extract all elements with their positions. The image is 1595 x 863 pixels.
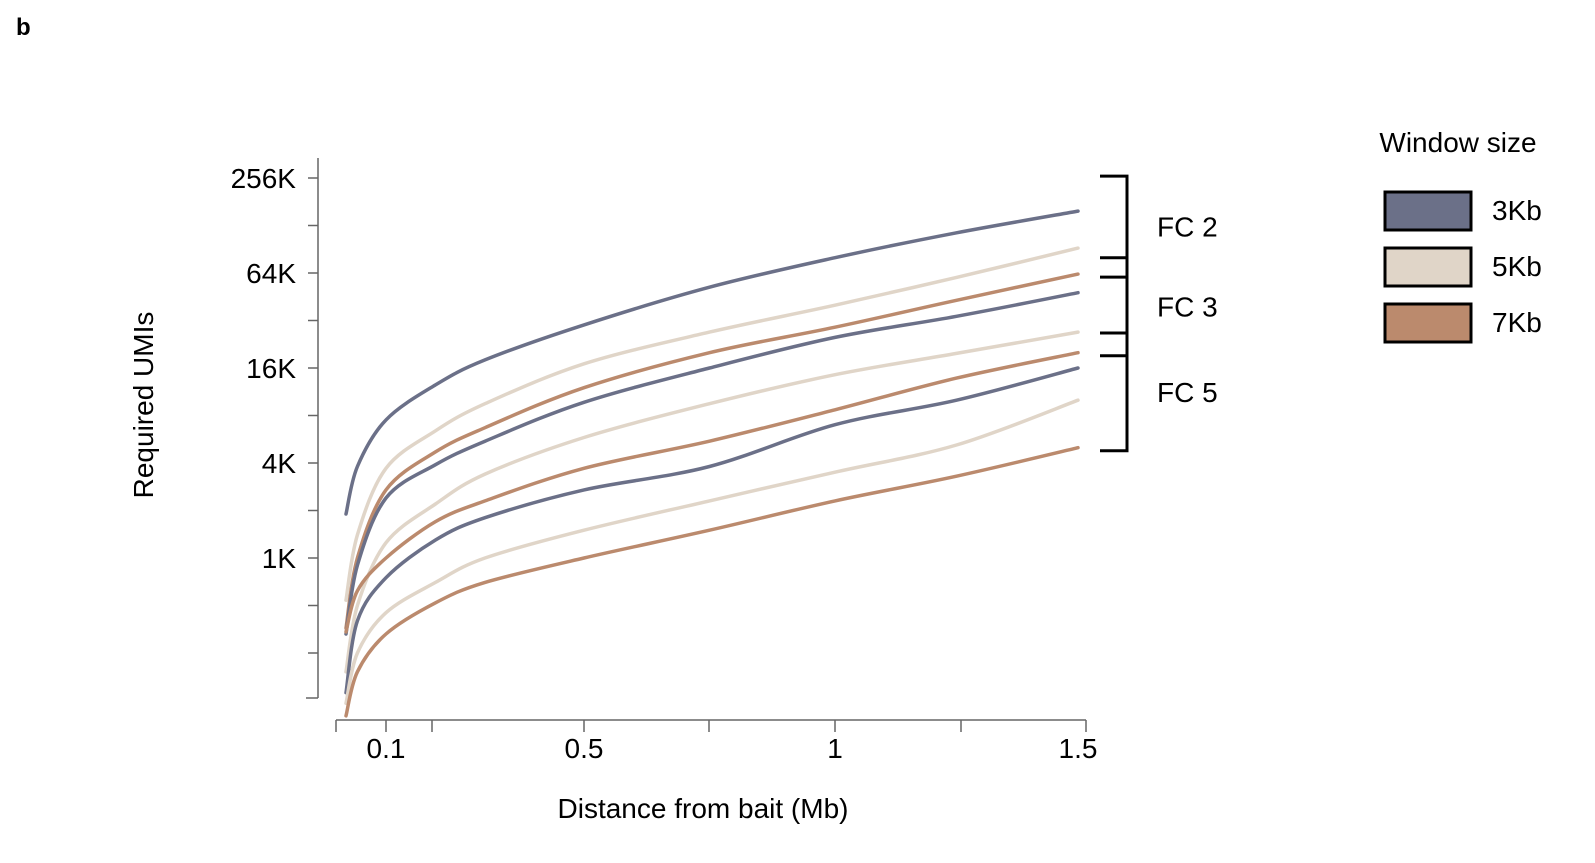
series-layer: [344, 209, 1080, 718]
series-line-fc3-3kb: [344, 290, 1080, 636]
series-line-fc5-3kb: [344, 366, 1080, 695]
series-line-fc3-7kb: [344, 350, 1080, 634]
series-line-fc2-3kb: [344, 209, 1080, 516]
series-line-fc3-5kb: [344, 330, 1080, 674]
y-axis-label: Required UMIs: [128, 312, 159, 499]
series-line-fc5-7kb: [344, 445, 1080, 718]
x-axis-label: Distance from bait (Mb): [558, 793, 849, 824]
bracket-fc3: [1100, 256, 1129, 358]
y-tick-label: 16K: [246, 353, 296, 384]
x-tick-label: 1: [827, 733, 843, 764]
x-tick-label: 1.5: [1059, 733, 1098, 764]
bracket-fc5: [1100, 331, 1129, 453]
legend-label-5kb: 5Kb: [1492, 251, 1542, 282]
y-tick-label: 1K: [262, 543, 297, 574]
group-label-fc5: FC 5: [1157, 377, 1218, 408]
legend-title: Window size: [1379, 127, 1536, 158]
bracket-fc2: [1100, 174, 1129, 279]
panel-label: b: [16, 14, 31, 41]
legend-swatch-7kb: [1383, 302, 1473, 344]
series-line-fc5-5kb: [344, 398, 1080, 706]
x-tick-label: 0.5: [565, 733, 604, 764]
legend-swatch-5kb: [1383, 246, 1473, 288]
legend-label-7kb: 7Kb: [1492, 307, 1542, 338]
group-label-fc3: FC 3: [1157, 292, 1218, 323]
y-axis: 1K 4K 16K 64K 256K: [231, 158, 319, 699]
legend-label-3kb: 3Kb: [1492, 195, 1542, 226]
fold-change-brackets: FC 2 FC 3 FC 5: [1100, 174, 1218, 453]
legend: Window size 3Kb 5Kb 7Kb: [1379, 127, 1542, 344]
y-tick-label: 64K: [246, 258, 296, 289]
series-line-fc2-7kb: [344, 272, 1080, 630]
series-line-fc2-5kb: [344, 246, 1080, 602]
y-tick-label: 4K: [262, 448, 297, 479]
legend-swatch-3kb: [1383, 190, 1473, 232]
group-label-fc2: FC 2: [1157, 212, 1218, 243]
x-tick-label: 0.1: [367, 733, 406, 764]
y-tick-label: 256K: [231, 163, 297, 194]
x-axis: 0.1 0.5 1 1.5: [335, 719, 1098, 764]
